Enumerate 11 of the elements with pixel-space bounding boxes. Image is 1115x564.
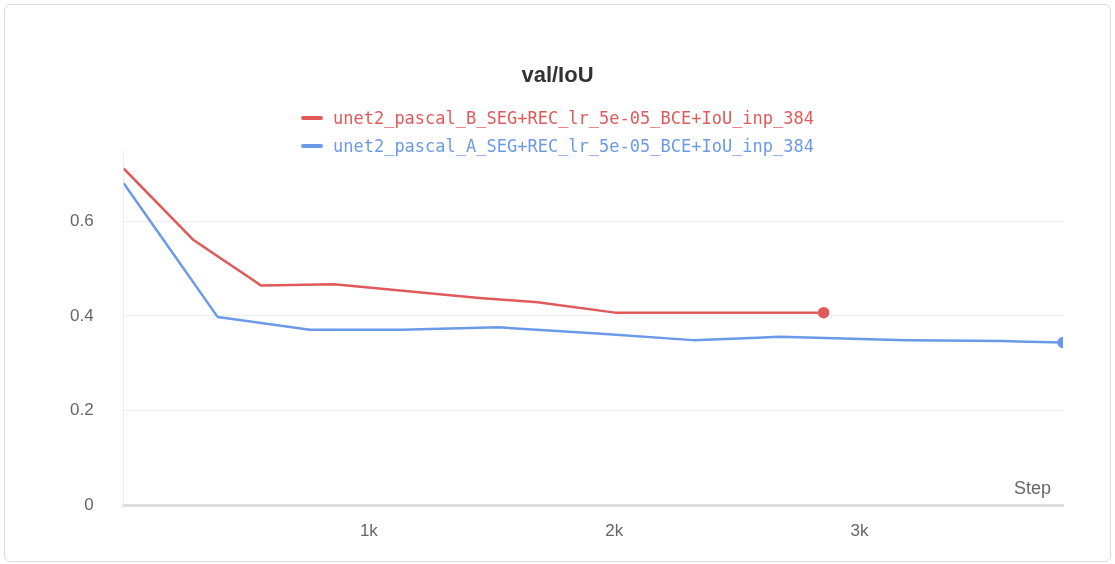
x-tick-label: 3k bbox=[850, 521, 869, 541]
legend-label: unet2_pascal_A_SEG+REC_lr_5e-05_BCE+IoU_inp_384 bbox=[332, 136, 815, 156]
x-tick-label: 1k bbox=[359, 521, 379, 541]
y-tick-label: 0.2 bbox=[69, 400, 94, 420]
y-tick-label: 0 bbox=[84, 495, 94, 515]
x-tick-label: 2k bbox=[605, 521, 624, 541]
chart-title: val/IoU bbox=[520, 62, 595, 88]
y-tick-label: 0.4 bbox=[69, 305, 94, 325]
x-axis-title: Step bbox=[1013, 477, 1051, 498]
legend-label: unet2_pascal_B_SEG+REC_lr_5e-05_BCE+IoU_inp_384 bbox=[332, 108, 815, 128]
y-tick-label: 0.6 bbox=[69, 210, 94, 230]
